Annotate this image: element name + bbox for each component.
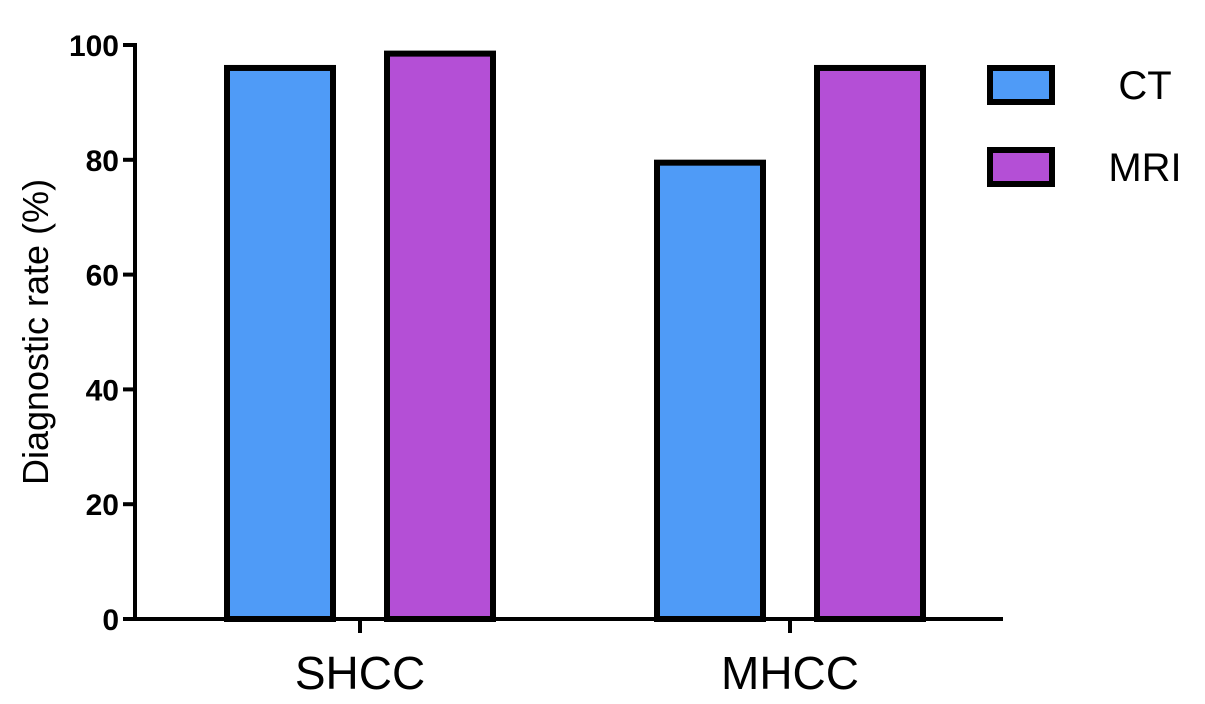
bar-mri-mhcc: [814, 64, 926, 622]
plot-area: 0 20 40 60 80 100 SHCC MHCC: [69, 30, 1003, 699]
y-tick-label: 80: [86, 145, 119, 178]
y-tick-label: 40: [86, 374, 119, 407]
bar-ct-mhcc: [654, 159, 766, 622]
x-tick-label: MHCC: [721, 647, 859, 699]
legend-swatch-ct: [987, 65, 1055, 105]
x-tick-label: SHCC: [295, 647, 425, 699]
y-tick-label: 60: [86, 260, 119, 293]
legend-label-ct: CT: [1118, 64, 1171, 108]
bar-mri-shcc: [384, 50, 496, 623]
legend-swatch-mri: [987, 147, 1055, 187]
y-axis-title: Diagnostic rate (%): [15, 179, 56, 485]
legend-label-mri: MRI: [1108, 146, 1181, 190]
y-tick-label: 0: [102, 604, 119, 637]
y-tick-label: 100: [69, 30, 119, 63]
y-tick-label: 20: [86, 489, 119, 522]
legend: CT MRI: [987, 64, 1182, 190]
bar-ct-shcc: [224, 64, 336, 622]
